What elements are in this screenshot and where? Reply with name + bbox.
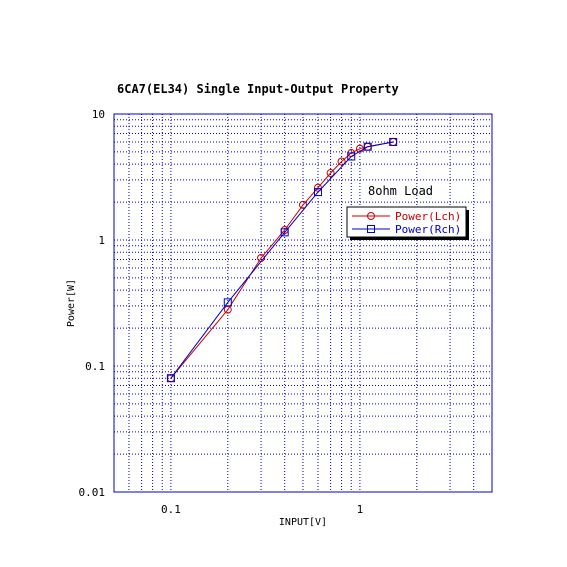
data-point <box>166 374 175 383</box>
data-point <box>223 298 232 307</box>
series-2 <box>166 137 398 383</box>
legend-box-shadow-bottom <box>350 237 469 240</box>
chart-title: 6CA7(EL34) Single Input-Output Property <box>117 82 399 96</box>
legend-box <box>346 206 467 238</box>
x-tick-label: 0.1 <box>161 503 181 516</box>
series-line <box>170 141 394 379</box>
series-line <box>170 141 394 379</box>
series-1 <box>166 137 398 383</box>
data-point <box>280 228 289 237</box>
x-tick-label: 1 <box>357 503 364 516</box>
legend: Power(Lch)Power(Rch) <box>346 206 469 240</box>
data-point <box>347 152 356 161</box>
plot-frame <box>113 113 493 493</box>
y-tick-label: 0.01 <box>79 486 106 499</box>
legend-box-shadow <box>466 210 469 240</box>
data-point <box>313 188 322 197</box>
x-axis-label: INPUT[V] <box>279 517 327 528</box>
legend-marker <box>367 212 375 220</box>
legend-label: Power(Lch) <box>395 210 461 223</box>
y-tick-label: 10 <box>92 108 105 121</box>
legend-label: Power(Rch) <box>395 223 461 236</box>
data-point <box>299 200 307 209</box>
annotation-label: 8ohm Load <box>368 184 433 198</box>
series-layer <box>166 137 398 383</box>
data-point <box>326 169 335 178</box>
y-tick-label: 1 <box>98 234 105 247</box>
y-axis-label: Power[W] <box>66 279 77 327</box>
legend-marker <box>367 225 375 233</box>
grid <box>114 114 492 492</box>
tick-labels: 0.1 1 0.01 0.1 1 10 <box>79 108 364 516</box>
data-point <box>389 137 398 146</box>
y-tick-label: 0.1 <box>85 360 105 373</box>
data-point <box>337 157 346 166</box>
data-point <box>363 142 372 151</box>
